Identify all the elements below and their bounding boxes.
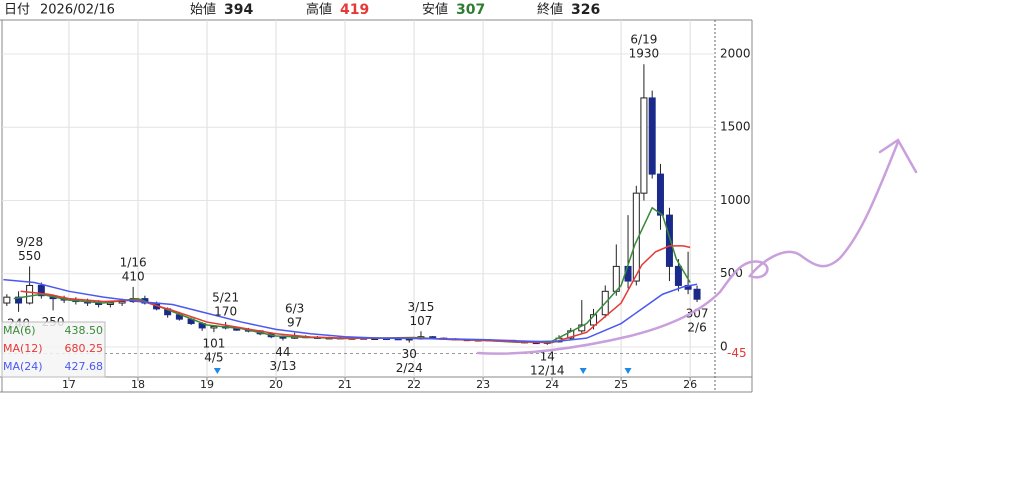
annotation-value: 30 bbox=[402, 347, 417, 361]
annotation-date: 2/6 bbox=[687, 320, 706, 334]
annotation-value: 107 bbox=[410, 314, 433, 328]
candle-body bbox=[640, 97, 648, 194]
x-tick-label: 20 bbox=[269, 378, 283, 391]
x-tick-label: 17 bbox=[62, 378, 76, 391]
annotation-value: 1930 bbox=[629, 47, 660, 61]
annotation-value: 101 bbox=[202, 337, 225, 351]
legend-box bbox=[1, 321, 106, 378]
x-tick-label: 24 bbox=[545, 378, 559, 391]
annotation-date: 9/28 bbox=[16, 235, 43, 249]
annotation-date: 5/21 bbox=[212, 291, 239, 305]
x-tick-label: 26 bbox=[683, 378, 697, 391]
annotation-date: 12/14 bbox=[530, 363, 565, 377]
open-value: 394 bbox=[224, 2, 253, 18]
annotation-value: 44 bbox=[275, 345, 290, 359]
candle-body bbox=[665, 214, 673, 267]
annotation-date: 2/24 bbox=[396, 361, 423, 375]
event-marker bbox=[624, 368, 632, 374]
candle-body bbox=[693, 288, 701, 300]
x-tick-label: 19 bbox=[200, 378, 214, 391]
chart-background bbox=[0, 0, 752, 392]
x-tick-label: 22 bbox=[407, 378, 421, 391]
annotation-value: 14 bbox=[540, 349, 555, 363]
close-label: 終値 bbox=[537, 2, 563, 18]
annotation-value: 307 bbox=[686, 306, 709, 320]
hand-drawn-arrow bbox=[476, 138, 918, 355]
close-value: 326 bbox=[571, 2, 600, 18]
low-value: 307 bbox=[456, 2, 485, 18]
candle-body bbox=[118, 301, 126, 304]
candle-body bbox=[632, 192, 640, 282]
legend-name: MA(12) bbox=[3, 342, 43, 355]
legend-value: 438.50 bbox=[65, 324, 104, 337]
x-tick-label: 21 bbox=[338, 378, 352, 391]
date-label: 日付 bbox=[4, 3, 30, 18]
annotation-date: 4/5 bbox=[204, 351, 223, 365]
plot-area: 17 18 19 20 21 22 23 24 25 260500100015002000-459… bbox=[1, 20, 751, 391]
legend-value: 680.25 bbox=[65, 342, 104, 355]
annotation-value: 97 bbox=[287, 315, 302, 329]
annotation-date: 6/3 bbox=[285, 301, 304, 315]
annotation-date: 1/16 bbox=[120, 255, 147, 269]
legend-name: MA(6) bbox=[3, 324, 36, 337]
x-tick-label: 25 bbox=[614, 378, 628, 391]
y-tick-label: 2000 bbox=[720, 46, 751, 60]
x-tick-label: 18 bbox=[131, 378, 145, 391]
candle-body bbox=[37, 284, 45, 297]
candle-body bbox=[674, 265, 682, 286]
candle-body bbox=[26, 284, 34, 304]
legend-value: 427.68 bbox=[65, 360, 104, 373]
annotation-date: 3/15 bbox=[407, 300, 434, 314]
candle-body bbox=[106, 302, 114, 305]
event-marker bbox=[579, 368, 587, 374]
candle-body bbox=[648, 97, 656, 175]
candle-body bbox=[624, 265, 632, 282]
y-tick-label: 1500 bbox=[720, 120, 751, 134]
y-tick-label: 1000 bbox=[720, 193, 751, 207]
ma-line bbox=[3, 278, 698, 343]
y-tick-label: 0 bbox=[720, 339, 728, 353]
open-label: 始値 bbox=[190, 2, 216, 18]
annotation-value: 550 bbox=[18, 249, 41, 263]
event-marker bbox=[213, 368, 221, 374]
date-value: 2026/02/16 bbox=[40, 3, 115, 18]
legend-name: MA(24) bbox=[3, 360, 43, 373]
high-value: 419 bbox=[340, 2, 369, 18]
candle-body bbox=[656, 173, 664, 216]
high-label: 高値 bbox=[306, 2, 332, 18]
annotation-date: 6/19 bbox=[630, 33, 657, 47]
annotation-value: 170 bbox=[214, 305, 237, 319]
reference-label: -45 bbox=[727, 346, 747, 360]
low-label: 安値 bbox=[422, 2, 448, 18]
annotation-date: 3/13 bbox=[269, 359, 296, 373]
annotation-value: 410 bbox=[122, 269, 145, 283]
candle-body bbox=[3, 296, 11, 304]
x-tick-label: 23 bbox=[476, 378, 490, 391]
